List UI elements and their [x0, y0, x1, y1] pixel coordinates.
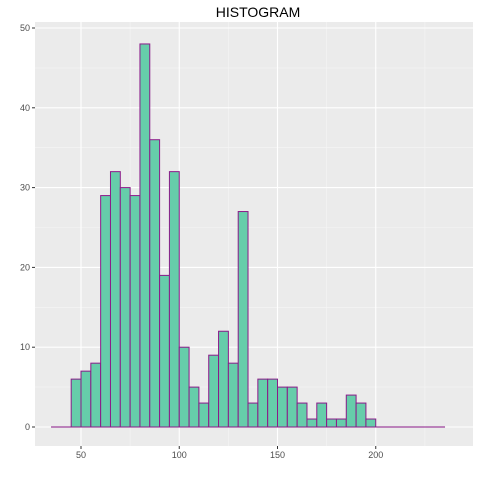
x-tick-label: 50	[76, 450, 86, 460]
histogram-bar	[159, 274, 170, 428]
histogram-bar	[109, 171, 121, 428]
histogram-bar	[218, 330, 229, 428]
histogram-bar	[227, 362, 239, 428]
y-tick-label: 10	[20, 342, 30, 352]
histogram-bar	[247, 402, 259, 428]
histogram-bar	[208, 354, 220, 428]
histogram-bar	[345, 394, 357, 428]
histogram-bar	[286, 386, 298, 428]
y-tick-label: 50	[20, 23, 30, 33]
axes: 0 10 20 30 40 50 50 100 150 200	[20, 23, 383, 460]
histogram-bar	[139, 43, 151, 428]
histogram-bar	[355, 402, 367, 428]
histogram-bar	[277, 386, 288, 428]
histogram-bar	[129, 195, 141, 428]
x-tick-label: 100	[172, 450, 187, 460]
histogram-bar	[70, 378, 82, 428]
histogram-bar	[267, 378, 278, 428]
histogram-bar	[316, 402, 328, 428]
histogram-bar	[365, 418, 377, 428]
histogram-bar	[80, 370, 92, 428]
histogram-bar	[149, 139, 161, 428]
histogram-bar	[306, 418, 318, 428]
bars	[51, 43, 446, 428]
x-tick-label: 200	[368, 450, 383, 460]
x-tick-label: 150	[270, 450, 285, 460]
histogram-bar	[100, 195, 111, 428]
histogram-bar	[119, 187, 131, 428]
y-tick-label: 30	[20, 183, 30, 193]
histogram-bar	[237, 211, 249, 428]
histogram-bar	[257, 378, 269, 428]
histogram-bar	[168, 171, 180, 428]
histogram-bar	[198, 402, 210, 428]
histogram-bar	[178, 346, 190, 428]
histogram-bar	[188, 386, 200, 428]
histogram-bar	[335, 418, 347, 428]
y-tick-label: 40	[20, 103, 30, 113]
y-tick-label: 0	[25, 422, 30, 432]
y-tick-label: 20	[20, 262, 30, 272]
histogram-bar	[326, 418, 337, 428]
chart-title: HISTOGRAM	[216, 4, 301, 20]
histogram-bar	[90, 362, 102, 428]
histogram-bar	[296, 402, 308, 428]
